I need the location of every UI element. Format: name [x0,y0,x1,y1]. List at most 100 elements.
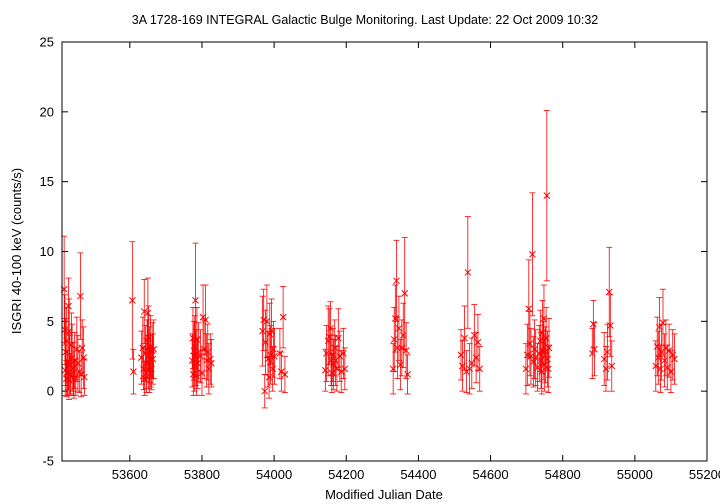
data-points [60,192,678,395]
data-point [654,354,662,362]
data-point [544,355,551,363]
data-point [149,355,157,363]
data-point [474,338,482,346]
data-point [669,351,677,359]
y-axis-ticks: -5 0 5 10 15 20 25 [40,35,707,469]
data-point [72,373,80,381]
data-point [80,354,87,362]
data-point [270,345,277,353]
data-point [193,372,200,380]
data-point [464,269,472,276]
data-point [65,302,72,310]
x-tick-label: 54600 [472,467,508,482]
data-point [523,351,531,359]
y-axis-label: ISGRI 40-100 keV (counts/s) [9,168,24,334]
data-point [69,365,77,373]
data-point [74,359,82,367]
data-point [141,350,149,357]
data-point [206,355,214,363]
data-point [267,351,274,359]
data-point [604,348,611,356]
chart-title: 3A 1728-169 INTEGRAL Galactic Bulge Moni… [132,13,599,27]
data-point [671,355,678,363]
data-point [140,365,147,373]
data-point [323,350,330,357]
data-point [78,344,86,352]
data-point [191,343,199,350]
data-point [188,357,196,364]
data-point [331,344,339,352]
data-point [264,355,272,363]
data-point [330,361,337,368]
data-point [470,331,478,339]
x-tick-label: 55200 [689,467,720,482]
data-point [544,365,552,373]
data-point [535,350,543,357]
data-point [341,365,349,373]
data-point [476,365,484,373]
y-tick-label: 15 [40,174,54,189]
data-point [588,350,596,357]
data-point [150,345,157,353]
data-point [327,324,334,332]
data-point [657,365,664,373]
data-point [667,368,675,375]
data-point [391,315,399,322]
data-point [145,334,152,342]
x-tick-label: 53800 [184,467,220,482]
data-point [334,334,342,342]
data-point [271,352,278,360]
data-point [195,348,202,356]
data-point [466,365,473,373]
data-point [128,297,136,304]
data-point [62,348,69,356]
data-point [73,345,81,353]
data-point [398,344,406,352]
data-point [659,319,667,327]
data-point [263,317,271,325]
data-point [203,357,211,364]
data-point [539,329,546,336]
data-point [538,368,546,375]
y-tick-label: 0 [47,384,54,399]
data-point [65,376,73,384]
data-point [542,351,549,359]
data-point [139,344,147,352]
data-point [337,368,345,375]
data-point [130,368,137,375]
y-tick-label: 5 [47,314,54,329]
data-point [401,290,409,297]
data-point [529,250,536,258]
data-point [530,358,537,366]
data-point [204,348,212,356]
x-tick-label: 54400 [400,467,436,482]
data-point [325,333,333,341]
data-point [542,334,550,342]
data-point [340,350,347,357]
data-point [262,338,269,346]
data-point [324,337,332,345]
data-point [390,336,398,343]
data-point [276,350,284,357]
data-point [336,352,344,360]
data-point [468,359,476,367]
data-point [397,361,404,368]
data-point [333,365,341,373]
y-tick-label: 25 [40,35,54,50]
data-point [198,369,206,377]
data-point [393,277,400,285]
data-point [536,337,544,345]
x-tick-label: 55000 [617,467,653,482]
data-point [193,336,201,343]
y-tick-label: -5 [42,454,54,469]
x-tick-label: 54800 [545,467,581,482]
data-point [269,365,277,373]
data-point [652,362,660,370]
data-point [205,365,213,373]
data-point [606,322,614,329]
data-point [389,365,397,373]
data-point [148,365,155,373]
data-point [65,327,73,335]
data-point [192,354,200,362]
